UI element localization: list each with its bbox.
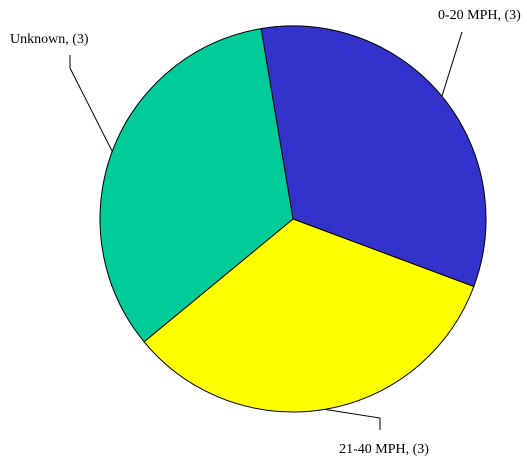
- pie-slice: [99, 28, 294, 343]
- leader-line: [69, 55, 113, 152]
- slice-label: Unknown, (3): [10, 32, 89, 47]
- leader-line: [324, 408, 381, 430]
- slice-label: 21-40 MPH, (3): [339, 442, 429, 457]
- slice-label: 0-20 MPH, (3): [438, 8, 521, 23]
- leader-line: [441, 31, 463, 97]
- pie-slice: [143, 218, 475, 413]
- pie-slice: [260, 25, 487, 288]
